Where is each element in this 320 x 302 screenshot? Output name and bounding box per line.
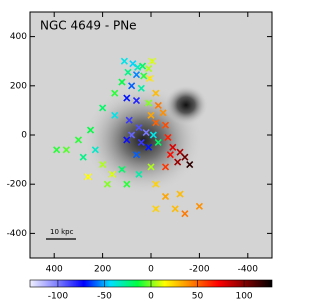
pne-marker (118, 165, 126, 174)
x-tick-label: 400 (46, 265, 63, 275)
pne-marker (149, 131, 157, 139)
pne-marker (74, 136, 82, 144)
chart-title: NGC 4649 - PNe (40, 19, 137, 33)
pne-marker (161, 163, 170, 171)
pne-marker (181, 153, 189, 161)
pne-marker (181, 210, 189, 218)
pne-marker (145, 65, 153, 73)
pne-marker (186, 160, 194, 169)
pne-marker (161, 121, 170, 129)
colorbar-tick-label: 50 (192, 292, 204, 302)
pne-marker (111, 111, 119, 119)
colorbar-tick-label: 100 (235, 292, 252, 302)
pne-marker (132, 96, 141, 105)
pne-marker (108, 170, 116, 178)
pne-marker (176, 190, 184, 198)
pne-marker (103, 180, 112, 188)
y-tick-label: 200 (10, 81, 27, 91)
pne-marker (128, 82, 136, 90)
chart: NGC 4649 - PNe 10 kpc 400 200 0 -200 -400 -40… (7, 11, 273, 302)
pne-marker (145, 143, 153, 151)
pne-marker (118, 78, 126, 86)
pne-marker (148, 57, 156, 65)
pne-marker (164, 133, 172, 142)
pne-marker (132, 71, 141, 79)
colorbar-tick-label: 0 (148, 292, 154, 302)
pne-marker (129, 60, 137, 68)
pne-marker (79, 153, 87, 161)
colorbar-tick-label: -50 (97, 292, 112, 302)
pne-marker (154, 138, 162, 146)
y-tick-label: 400 (10, 32, 27, 42)
companion-galaxy (164, 85, 208, 125)
pne-marker (123, 136, 131, 144)
pne-marker (125, 116, 133, 124)
pne-marker (140, 72, 148, 80)
pne-marker (174, 158, 182, 166)
y-tick-label: 0 (21, 131, 27, 141)
pne-marker (135, 170, 143, 178)
pne-marker (161, 192, 170, 201)
pne-marker (152, 119, 160, 127)
pne-marker (99, 160, 107, 169)
pne-marker (152, 89, 160, 97)
pne-marker (142, 128, 150, 137)
pne-marker (120, 57, 128, 65)
pne-marker (135, 124, 143, 132)
pne-marker (99, 104, 107, 112)
y-tick-label: -400 (7, 229, 28, 239)
pne-marker (53, 146, 61, 154)
plot (53, 57, 203, 218)
pne-marker (86, 126, 95, 134)
pne-marker (111, 89, 119, 97)
scale-bar-label: 10 kpc (50, 228, 74, 236)
y-tick-label: -200 (7, 180, 28, 190)
pne-marker (145, 99, 153, 107)
colorbar-tick-label: -100 (48, 292, 69, 302)
pne-marker (195, 202, 203, 210)
pne-marker (166, 151, 174, 159)
pne-marker (123, 94, 131, 102)
pne-marker (169, 143, 177, 151)
pne-marker (137, 138, 145, 146)
pne-marker (146, 74, 154, 82)
x-tick-label: -200 (189, 265, 210, 275)
x-tick-label: 0 (148, 265, 154, 275)
x-tick-label: -400 (238, 265, 259, 275)
pne-marker (147, 111, 155, 119)
pne-marker (147, 163, 155, 171)
pne-marker (91, 146, 99, 154)
pne-marker (171, 205, 179, 213)
pne-marker (152, 180, 160, 188)
pne-marker (62, 146, 70, 154)
pne-marker (152, 205, 160, 213)
pne-marker (138, 62, 147, 70)
pne-marker (159, 109, 167, 117)
x-tick-label: 200 (94, 265, 111, 275)
pne-marker (132, 151, 141, 159)
pne-marker (134, 63, 142, 71)
pne-marker (84, 173, 92, 181)
pne-marker (124, 68, 132, 76)
pne-marker (154, 101, 162, 110)
pne-marker (137, 84, 145, 92)
pne-marker (123, 180, 131, 188)
